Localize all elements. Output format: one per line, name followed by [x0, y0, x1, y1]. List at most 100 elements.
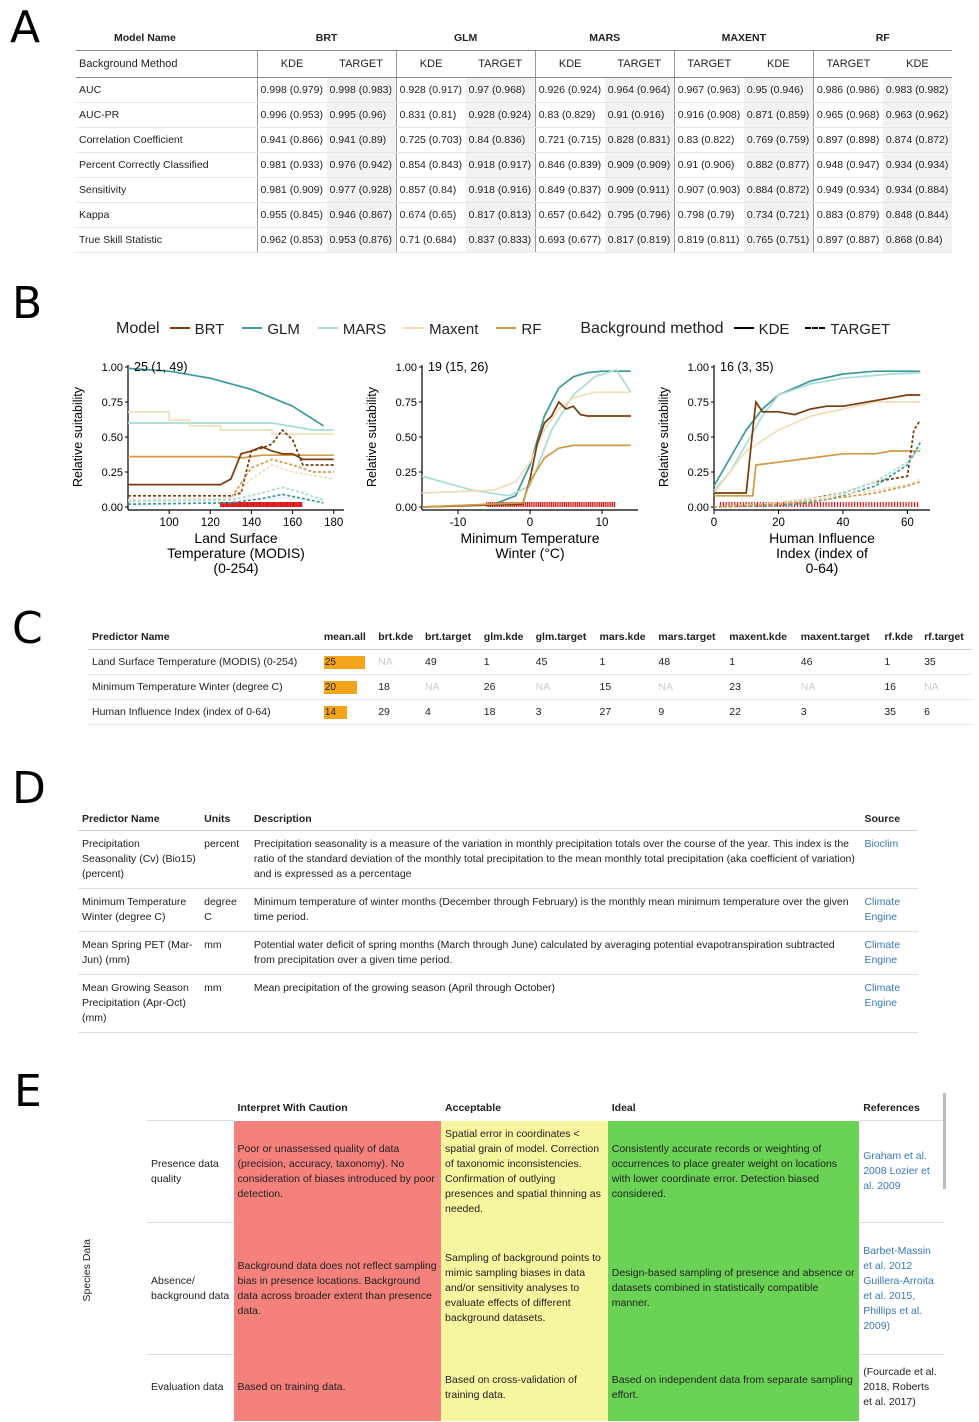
metric-value: 0.963 (0.962) — [882, 102, 952, 128]
predictor-description: Minimum temperature of winter months (De… — [249, 888, 861, 932]
importance-header-6: mars.kde — [595, 625, 655, 650]
chart-legend: Model BRT GLM MARS Maxent RF Background meth… — [116, 320, 905, 338]
metric-value: 0.765 (0.751) — [743, 227, 814, 253]
metric-value: 0.897 (0.887) — [812, 227, 883, 253]
importance-value: NA — [374, 649, 421, 675]
metric-value: 0.996 (0.953) — [256, 102, 327, 128]
y-axis-label: Relative suitability — [365, 386, 379, 487]
y-axis-label: Relative suitability — [657, 386, 671, 487]
metric-value: 0.941 (0.866) — [256, 127, 327, 153]
predictor-name: Mean Growing Season Precipitation (Apr-O… — [78, 974, 201, 1033]
model-name-header: Model Name — [114, 32, 176, 44]
method-header-0: KDE — [256, 50, 327, 78]
series-maxent-kde — [713, 401, 921, 494]
importance-row: Minimum Temperature Winter (degree C) 20 1… — [88, 674, 972, 700]
panel-label-d: D — [12, 763, 46, 814]
source-link[interactable]: Climate Engine — [864, 896, 901, 923]
metric-value: 0.725 (0.703) — [395, 127, 466, 153]
series-glm-kde — [127, 367, 324, 427]
metric-value: 0.962 (0.853) — [256, 227, 327, 253]
metric-value: 0.926 (0.924) — [534, 77, 605, 103]
series-brt-kde — [421, 400, 631, 508]
predictor-units: mm — [200, 974, 250, 1033]
metric-value: 0.981 (0.909) — [256, 177, 327, 203]
reference-link[interactable]: (Fourcade et al. 2018, Roberts et al. 20… — [863, 1366, 937, 1409]
source-link[interactable]: Climate Engine — [864, 982, 901, 1009]
x-axis-label: (0-254) — [213, 560, 258, 576]
chart-minimum-temperature-winter: 0.00 0.25 0.50 0.75 1.00 -10 0 10 19 (15, 26) Rel… — [360, 355, 650, 580]
metric-value: 0.953 (0.876) — [326, 227, 397, 253]
importance-value: 1 — [479, 649, 532, 675]
series-glm-target — [713, 442, 922, 508]
category-label: Species Data — [81, 1239, 93, 1302]
criteria-row: Absence/ background data Background data … — [76, 1222, 944, 1355]
metric-value: 0.857 (0.84) — [395, 177, 466, 203]
reference-link[interactable]: Graham et al. 2008 Lozier et al. 2009 — [863, 1150, 930, 1192]
source-link[interactable]: Climate Engine — [864, 939, 901, 966]
metric-value: 0.849 (0.837) — [534, 177, 605, 203]
background-method-row: Background Method KDE TARGET KDE TARGET KDE T… — [76, 50, 952, 78]
metric-value: 0.91 (0.916) — [604, 102, 675, 128]
criteria-header-row: Interpret With Caution Acceptable Ideal Ref… — [76, 1096, 944, 1121]
chart-svg: 0.00 0.25 0.50 0.75 1.00 100 120 140 160 180 25 (1… — [71, 360, 344, 576]
importance-header-11: rf.target — [920, 625, 972, 650]
legend-label-kde: KDE — [758, 320, 790, 338]
ideal-cell: Consistently accurate records or weighti… — [607, 1120, 860, 1223]
ideal-cell: Design-based sampling of presence and ab… — [607, 1222, 860, 1355]
series-brt-kde — [714, 394, 921, 494]
x-axis-label: Minimum Temperature — [460, 530, 599, 546]
metric-value: 0.734 (0.721) — [743, 202, 814, 228]
metric-value: 0.828 (0.831) — [604, 127, 675, 153]
metric-value: 0.995 (0.96) — [326, 102, 397, 128]
metric-label: AUC — [76, 77, 257, 103]
metric-value: 0.977 (0.928) — [326, 177, 397, 203]
importance-value: 1 — [880, 649, 921, 675]
criteria-header-5: References — [863, 1102, 920, 1114]
importance-value: 35 — [880, 699, 921, 725]
metric-value: 0.817 (0.819) — [604, 227, 675, 253]
x-axis-label: Human Influence — [769, 530, 875, 546]
x-tick-label: 180 — [324, 517, 343, 529]
legend-swatch-maxent — [404, 326, 425, 329]
x-axis-label: Winter (°C) — [495, 545, 564, 561]
criterion-name: Evaluation data — [147, 1354, 234, 1421]
table-scrollbar[interactable] — [943, 1093, 946, 1189]
metric-value: 0.769 (0.759) — [743, 127, 814, 153]
series-rf-kde — [128, 454, 334, 459]
metric-value: 0.657 (0.642) — [534, 202, 605, 228]
predictor-description: Potential water deficit of spring months… — [249, 931, 861, 975]
acceptable-cell: Spatial error in coordinates < spatial g… — [441, 1120, 608, 1223]
legend-label-target: TARGET — [830, 320, 891, 338]
importance-value: 49 — [420, 649, 480, 675]
y-tick-label: 0.00 — [396, 502, 417, 514]
metric-value: 0.983 (0.982) — [882, 77, 952, 103]
predictor-units: mm — [200, 931, 250, 975]
x-tick-label: 100 — [160, 517, 179, 529]
x-tick-label: -10 — [450, 517, 467, 529]
importance-value: NA — [920, 674, 972, 700]
importance-row: Human Influence Index (index of 0-64) 14 2… — [88, 699, 972, 725]
metric-value: 0.955 (0.845) — [256, 202, 327, 228]
method-header-8: TARGET — [812, 50, 883, 78]
reference-link[interactable]: Barbet-Massin et al. 2012 Guillera-Arroi… — [863, 1244, 934, 1332]
metric-value: 0.83 (0.829) — [534, 102, 605, 128]
predictor-units: degree C — [200, 888, 250, 932]
series-mars-kde — [713, 371, 921, 491]
metric-value: 0.868 (0.84) — [882, 227, 952, 253]
metric-label: Kappa — [76, 202, 257, 228]
importance-value: 9 — [654, 699, 726, 725]
legend-label-brt: BRT — [194, 320, 225, 338]
metric-value: 0.916 (0.908) — [673, 102, 744, 128]
x-tick-label: 40 — [837, 517, 850, 529]
method-header-3: TARGET — [465, 50, 536, 78]
mean-all-cell: 14 — [319, 699, 375, 725]
source-link[interactable]: Bioclim — [864, 838, 899, 850]
references-cell: Graham et al. 2008 Lozier et al. 2009 — [859, 1120, 944, 1223]
x-axis-label: Index (index of — [776, 545, 868, 561]
metric-row: Sensitivity 0.981 (0.909) 0.977 (0.928) 0.8… — [76, 177, 952, 203]
model-maxent: MAXENT — [721, 32, 766, 44]
predictor-description-table: Predictor Name Units Description Source Pre… — [78, 808, 918, 1033]
predictor-name: Mean Spring PET (Mar-Jun) (mm) — [78, 931, 201, 975]
importance-value: 4 — [420, 699, 480, 725]
metric-value: 0.928 (0.917) — [395, 77, 466, 103]
